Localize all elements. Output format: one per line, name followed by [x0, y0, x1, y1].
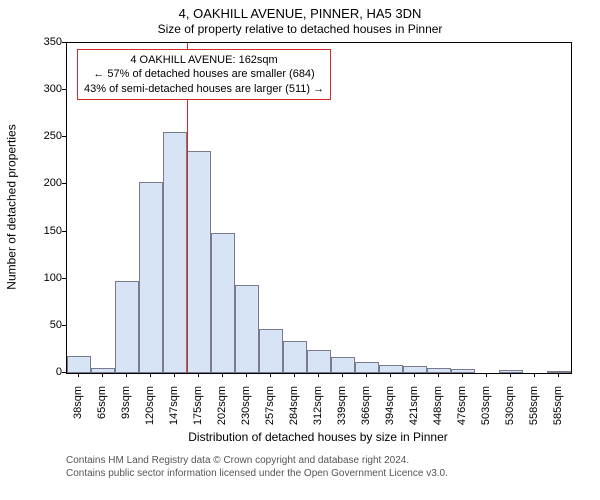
ytick-mark: [62, 325, 66, 326]
xtick-mark: [294, 373, 295, 377]
xtick-mark: [150, 373, 151, 377]
xtick-mark: [126, 373, 127, 377]
xtick-mark: [414, 373, 415, 377]
xtick-mark: [558, 373, 559, 377]
bar: [91, 368, 115, 373]
bar: [163, 132, 187, 373]
title-main: 4, OAKHILL AVENUE, PINNER, HA5 3DN: [0, 6, 600, 21]
bar: [67, 356, 91, 373]
footer-line-2: Contains public sector information licen…: [66, 467, 570, 480]
bar: [451, 369, 475, 373]
ytick-label: 200: [22, 177, 62, 189]
bar: [259, 329, 283, 373]
xtick-mark: [198, 373, 199, 377]
footer-line-1: Contains HM Land Registry data © Crown c…: [66, 454, 570, 467]
ytick-mark: [62, 136, 66, 137]
footer-attribution: Contains HM Land Registry data © Crown c…: [66, 454, 570, 480]
annotation-box: 4 OAKHILL AVENUE: 162sqm← 57% of detache…: [77, 49, 331, 100]
ytick-label: 50: [22, 319, 62, 331]
bar: [379, 365, 403, 373]
bar: [235, 285, 259, 373]
bar: [115, 281, 139, 373]
ytick-label: 100: [22, 272, 62, 284]
bar: [307, 350, 331, 373]
title-sub: Size of property relative to detached ho…: [0, 22, 600, 36]
bar: [427, 368, 451, 373]
y-axis-label-text: Number of detached properties: [5, 124, 19, 289]
y-axis-label: Number of detached properties: [4, 42, 20, 372]
annotation-line: ← 57% of detached houses are smaller (68…: [84, 67, 324, 81]
annotation-line: 43% of semi-detached houses are larger (…: [84, 82, 324, 96]
bar: [211, 233, 235, 373]
bar: [403, 366, 427, 373]
ytick-mark: [62, 42, 66, 43]
xtick-mark: [462, 373, 463, 377]
xtick-mark: [246, 373, 247, 377]
bar: [547, 371, 571, 373]
xtick-mark: [390, 373, 391, 377]
xtick-mark: [78, 373, 79, 377]
xtick-mark: [102, 373, 103, 377]
xtick-mark: [270, 373, 271, 377]
ytick-label: 350: [22, 36, 62, 48]
bar: [331, 357, 355, 373]
xtick-mark: [318, 373, 319, 377]
ytick-label: 250: [22, 130, 62, 142]
ytick-mark: [62, 278, 66, 279]
bar: [187, 151, 211, 374]
bar: [139, 182, 163, 373]
ytick-mark: [62, 372, 66, 373]
xtick-mark: [342, 373, 343, 377]
xtick-mark: [486, 373, 487, 377]
xtick-mark: [174, 373, 175, 377]
ytick-mark: [62, 89, 66, 90]
bar: [283, 341, 307, 373]
ytick-mark: [62, 183, 66, 184]
xtick-mark: [510, 373, 511, 377]
ytick-label: 150: [22, 225, 62, 237]
x-axis-label: Distribution of detached houses by size …: [66, 430, 570, 444]
annotation-line: 4 OAKHILL AVENUE: 162sqm: [84, 53, 324, 67]
xtick-mark: [438, 373, 439, 377]
ytick-label: 0: [22, 366, 62, 378]
bar: [355, 362, 379, 373]
ytick-mark: [62, 231, 66, 232]
bar: [499, 370, 523, 373]
xtick-mark: [534, 373, 535, 377]
xtick-mark: [366, 373, 367, 377]
plot-area: 4 OAKHILL AVENUE: 162sqm← 57% of detache…: [66, 42, 572, 374]
xtick-mark: [222, 373, 223, 377]
ytick-label: 300: [22, 83, 62, 95]
